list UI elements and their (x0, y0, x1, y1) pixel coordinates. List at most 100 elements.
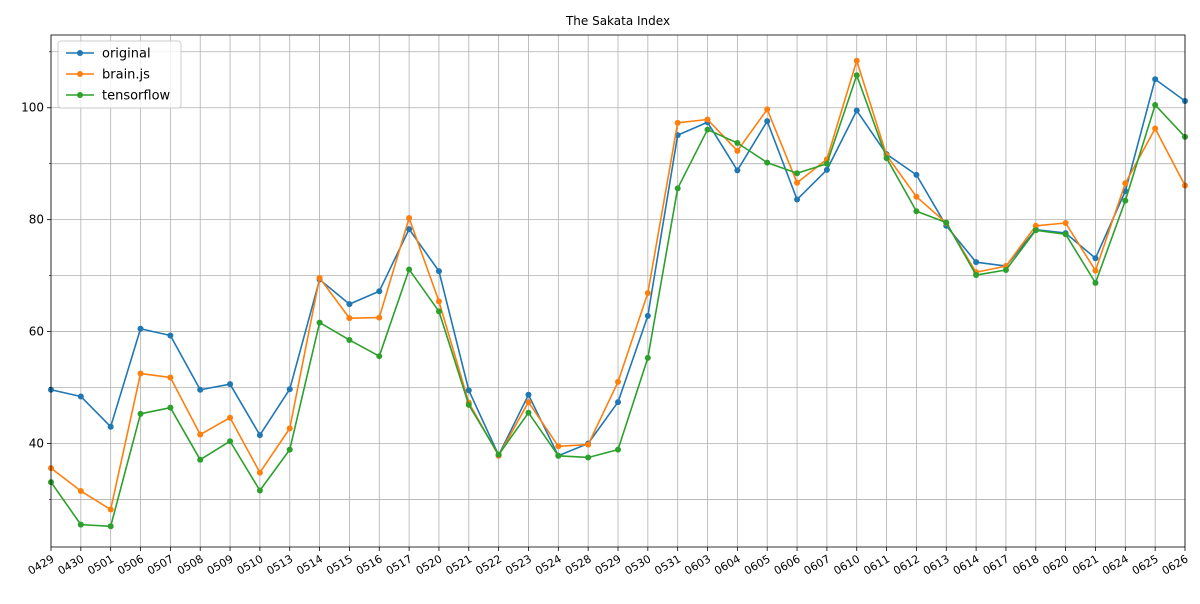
x-tick-label: 0617 (981, 552, 1012, 577)
x-tick-label: 0613 (921, 552, 952, 577)
x-tick-label: 0618 (1011, 552, 1042, 577)
data-point (853, 57, 860, 64)
x-tick-label: 0607 (802, 552, 833, 577)
data-point (107, 506, 114, 513)
data-point (435, 308, 442, 315)
data-point (77, 488, 84, 495)
data-point (1092, 255, 1099, 262)
x-tick-label: 0524 (533, 552, 564, 577)
x-tick-label: 0530 (623, 552, 654, 577)
grid-layer (50, 35, 1186, 547)
data-point (1002, 267, 1009, 274)
x-tick-label: 0507 (145, 552, 176, 577)
data-point (346, 336, 353, 343)
data-point (227, 438, 234, 445)
data-point (465, 387, 472, 394)
x-tick-label: 0509 (205, 552, 236, 577)
legend-box (57, 40, 182, 109)
data-point (197, 456, 204, 463)
data-point (197, 386, 204, 393)
x-tick-label: 0606 (772, 552, 803, 577)
data-point (137, 410, 144, 417)
x-tick-label: 0529 (593, 552, 624, 577)
data-point (794, 196, 801, 203)
data-point (256, 432, 263, 439)
data-point (794, 179, 801, 186)
data-point (585, 441, 592, 448)
data-point (1122, 180, 1129, 187)
data-point (764, 118, 771, 125)
data-point (1092, 279, 1099, 286)
data-point (137, 325, 144, 332)
data-point (376, 353, 383, 360)
data-point (137, 370, 144, 377)
data-point (823, 160, 830, 167)
data-point (794, 170, 801, 177)
x-tick-label: 0429 (26, 552, 57, 577)
data-point (615, 399, 621, 406)
data-point (973, 272, 980, 279)
data-point (1152, 125, 1159, 132)
data-point (465, 401, 472, 408)
data-point (376, 288, 383, 295)
data-point (555, 443, 562, 450)
data-point (615, 378, 621, 385)
data-point (734, 167, 741, 174)
data-point (764, 106, 771, 113)
data-point (883, 155, 890, 162)
data-point (734, 139, 741, 146)
y-tick-label: 80 (29, 213, 44, 227)
data-point (734, 147, 741, 154)
data-point (1152, 76, 1159, 83)
data-point (77, 393, 84, 400)
legend-swatch-marker (77, 50, 83, 56)
data-point (1032, 222, 1039, 229)
data-point (1152, 101, 1159, 108)
data-point (1062, 231, 1069, 238)
data-point (704, 126, 711, 133)
x-tick-label: 0625 (1130, 552, 1161, 577)
x-tick-label: 0626 (1160, 552, 1191, 577)
data-point (256, 469, 263, 476)
x-tick-label: 0515 (324, 552, 355, 577)
data-point (913, 171, 920, 178)
legend: original brain.js tensorflow (57, 40, 182, 109)
legend-label: tensorflow (102, 89, 171, 104)
x-tick-label: 0612 (891, 552, 922, 577)
data-point (913, 193, 920, 200)
x-tick-label: 0430 (56, 552, 87, 577)
legend-swatch-marker (77, 92, 83, 98)
data-point (853, 72, 860, 79)
data-point (1092, 267, 1099, 274)
x-tick-label: 0510 (235, 552, 266, 577)
data-point (644, 289, 651, 296)
data-point (823, 166, 830, 173)
x-tick-label: 0514 (294, 552, 325, 577)
data-point (644, 312, 651, 319)
x-tick-label: 0522 (473, 552, 504, 577)
x-tick-label: 0610 (831, 552, 862, 577)
data-point (197, 431, 204, 438)
data-point (406, 226, 413, 233)
data-point (346, 315, 353, 322)
data-point (913, 208, 920, 215)
data-point (435, 268, 442, 275)
x-tick-label: 0517 (384, 552, 415, 577)
data-point (555, 452, 562, 459)
data-point (764, 159, 771, 166)
data-point (525, 409, 532, 416)
x-tick-label: 0513 (264, 552, 295, 577)
data-point (167, 332, 174, 339)
x-tick-label: 0506 (115, 552, 146, 577)
x-tick-label: 0528 (563, 552, 594, 577)
y-tick-label: 100 (21, 101, 44, 115)
x-tick-label: 0621 (1070, 552, 1101, 577)
data-point (227, 381, 234, 388)
y-tick-label: 40 (29, 436, 44, 450)
x-tick-label: 0523 (503, 552, 534, 577)
data-point (286, 386, 293, 393)
x-tick-label: 0516 (354, 552, 385, 577)
y-tick-label: 60 (29, 325, 44, 339)
